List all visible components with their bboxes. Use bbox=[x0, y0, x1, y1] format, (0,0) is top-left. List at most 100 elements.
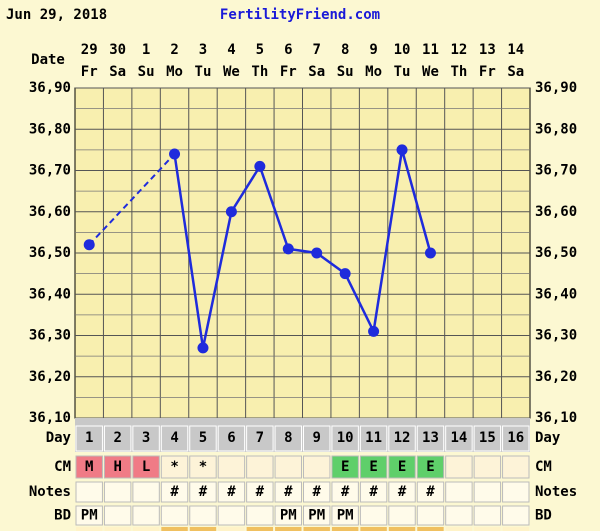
date-label: 14 bbox=[507, 42, 524, 58]
cell-text: # bbox=[284, 484, 293, 500]
strip-cell bbox=[104, 527, 131, 531]
cell-text: 10 bbox=[337, 430, 354, 446]
cell bbox=[75, 425, 103, 452]
cell bbox=[132, 505, 160, 526]
strip-cell bbox=[445, 527, 473, 531]
row-label: BD bbox=[54, 508, 71, 524]
cell bbox=[274, 481, 302, 503]
weekday-label: Th bbox=[450, 64, 467, 80]
cell-text: M bbox=[85, 459, 93, 475]
cell bbox=[274, 455, 302, 479]
point bbox=[368, 325, 380, 337]
point bbox=[254, 160, 266, 172]
cell bbox=[189, 481, 217, 503]
cell bbox=[388, 481, 416, 503]
cell bbox=[359, 481, 388, 503]
cell bbox=[388, 455, 416, 479]
cell-text: 15 bbox=[479, 430, 496, 446]
cell-text: 16 bbox=[507, 430, 524, 446]
y-tick-label: 36,50 bbox=[29, 245, 71, 261]
y-tick-label-right: 36,70 bbox=[535, 163, 577, 179]
date-label: 2 bbox=[170, 42, 178, 58]
date-label: 12 bbox=[450, 42, 467, 58]
strip-cell bbox=[275, 527, 302, 531]
y-tick-label-right: 36,30 bbox=[535, 328, 577, 344]
row-label: CM bbox=[54, 459, 71, 475]
point bbox=[282, 243, 294, 255]
date-label: 4 bbox=[227, 42, 235, 58]
point bbox=[424, 247, 436, 259]
cell-text: PM bbox=[81, 508, 98, 524]
cell bbox=[359, 455, 388, 479]
y-tick-label: 36,90 bbox=[29, 80, 71, 96]
cell bbox=[217, 505, 246, 526]
strip-cell bbox=[161, 527, 188, 531]
cell-text: PM bbox=[280, 508, 297, 524]
cell bbox=[132, 481, 160, 503]
y-tick-label: 36,20 bbox=[29, 369, 71, 385]
cell-text: 11 bbox=[365, 430, 382, 446]
date-label: 11 bbox=[422, 42, 439, 58]
site-name: FertilityFriend.com bbox=[220, 7, 380, 23]
cell-text: PM bbox=[337, 508, 354, 524]
weekday-label: Tu bbox=[394, 64, 411, 80]
strip-cell bbox=[303, 527, 330, 531]
cell-text: 13 bbox=[422, 430, 439, 446]
date-label: 1 bbox=[142, 42, 150, 58]
cell bbox=[331, 481, 359, 503]
cell-text: # bbox=[341, 484, 350, 500]
cell bbox=[217, 425, 246, 452]
date-label: 10 bbox=[394, 42, 411, 58]
weekday-label: Su bbox=[337, 64, 354, 80]
cell bbox=[75, 481, 103, 503]
y-tick-label: 36,60 bbox=[29, 204, 71, 220]
cell-text: E bbox=[426, 459, 434, 475]
cell bbox=[502, 455, 530, 479]
y-tick-label-right: 36,80 bbox=[535, 121, 577, 137]
cell bbox=[132, 425, 160, 452]
cell bbox=[473, 455, 502, 479]
cell-text: 2 bbox=[113, 430, 121, 446]
cell bbox=[103, 425, 132, 452]
cell bbox=[359, 505, 388, 526]
date-label: 30 bbox=[109, 42, 126, 58]
weekday-label: Sa bbox=[507, 64, 524, 80]
y-tick-label: 36,80 bbox=[29, 121, 71, 137]
cell bbox=[160, 481, 189, 503]
weekday-label: Sa bbox=[109, 64, 126, 80]
row-label-right: CM bbox=[535, 459, 552, 475]
point bbox=[339, 268, 351, 280]
cell bbox=[331, 425, 359, 452]
y-tick-label-right: 36,10 bbox=[535, 410, 577, 426]
date-label: 29 bbox=[81, 42, 98, 58]
y-tick-label: 36,10 bbox=[29, 410, 71, 426]
cell-text: E bbox=[398, 459, 406, 475]
cell-text: # bbox=[369, 484, 378, 500]
cell bbox=[217, 481, 246, 503]
cell-text: 9 bbox=[313, 430, 321, 446]
cell bbox=[303, 425, 331, 452]
cell bbox=[416, 505, 445, 526]
cell bbox=[445, 455, 473, 479]
cell-text: E bbox=[341, 459, 349, 475]
cell-text: PM bbox=[308, 508, 325, 524]
cell bbox=[331, 505, 359, 526]
cell bbox=[303, 505, 331, 526]
point bbox=[396, 144, 408, 156]
y-tick-label-right: 36,90 bbox=[535, 80, 577, 96]
weekday-label: Fr bbox=[479, 64, 496, 80]
date-label: 9 bbox=[369, 42, 377, 58]
cell bbox=[160, 505, 189, 526]
cell-text: # bbox=[256, 484, 265, 500]
strip-cell bbox=[388, 527, 416, 531]
cell-text: # bbox=[199, 484, 208, 500]
point bbox=[197, 342, 209, 354]
date-label: 13 bbox=[479, 42, 496, 58]
cell-text: * bbox=[170, 459, 178, 475]
cell bbox=[502, 425, 530, 452]
date-label: Jun 29, 2018 bbox=[6, 7, 107, 23]
cell bbox=[473, 505, 502, 526]
cell bbox=[75, 455, 103, 479]
weekday-label: Mo bbox=[166, 64, 183, 80]
row-label-right: Notes bbox=[535, 484, 577, 500]
